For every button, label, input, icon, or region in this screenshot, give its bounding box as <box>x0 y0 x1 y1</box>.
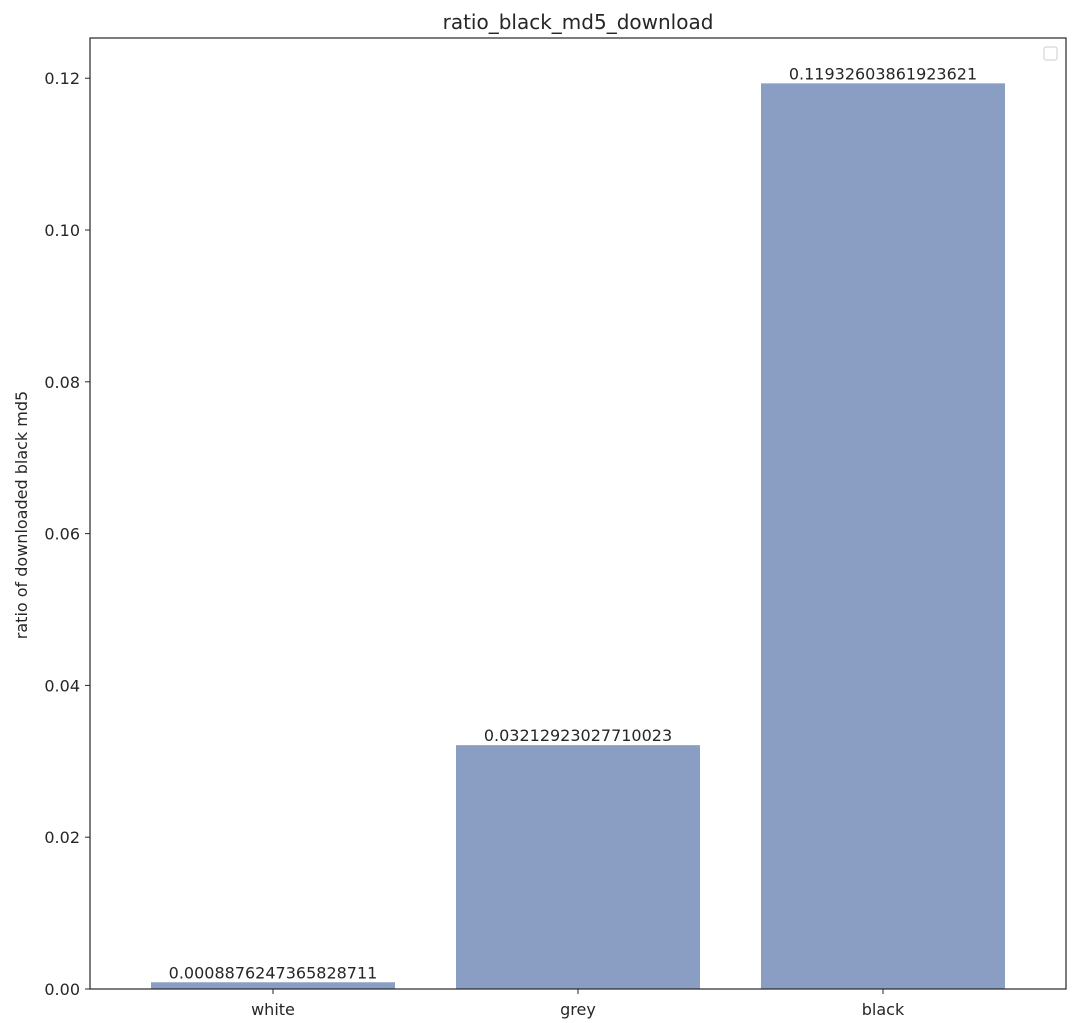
bar-grey <box>456 745 700 989</box>
bar-white <box>151 982 395 989</box>
y-tick-label: 0.12 <box>44 69 80 88</box>
y-axis: 0.00 0.02 0.04 0.06 0.08 0.10 0.12 <box>44 69 90 999</box>
y-tick-label: 0.00 <box>44 980 80 999</box>
y-tick-label: 0.04 <box>44 676 80 695</box>
chart-title: ratio_black_md5_download <box>443 10 714 34</box>
data-label-white: 0.0008876247365828711 <box>169 963 378 982</box>
x-axis: white grey black <box>251 989 905 1019</box>
x-tick-label-grey: grey <box>560 1000 596 1019</box>
data-label-grey: 0.03212923027710023 <box>484 726 672 745</box>
legend-box <box>1043 46 1058 61</box>
x-tick-label-white: white <box>251 1000 295 1019</box>
y-axis-label: ratio of downloaded black md5 <box>12 391 31 639</box>
y-tick-label: 0.08 <box>44 373 80 392</box>
bars-group <box>151 83 1005 990</box>
x-tick-label-black: black <box>862 1000 905 1019</box>
data-labels-group: 0.0008876247365828711 0.03212923027710023… <box>169 64 978 982</box>
y-tick-label: 0.06 <box>44 525 80 544</box>
data-label-black: 0.11932603861923621 <box>789 64 977 83</box>
y-tick-label: 0.02 <box>44 828 80 847</box>
bar-black <box>761 83 1005 990</box>
plot-frame <box>89 37 1067 990</box>
y-tick-label: 0.10 <box>44 221 80 240</box>
